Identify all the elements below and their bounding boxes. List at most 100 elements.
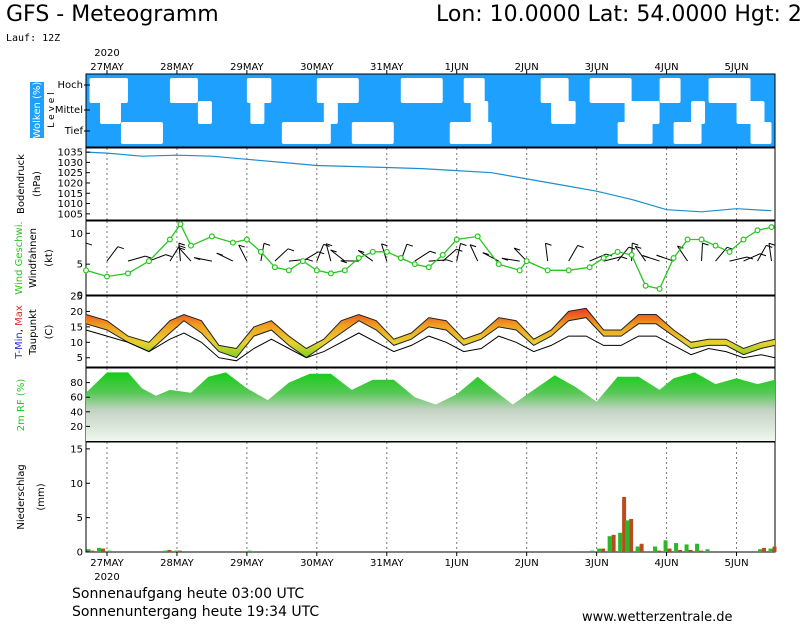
wind-speed-point [177, 221, 184, 228]
y-tick-label: 0 [77, 291, 83, 302]
date-label-top: 31MAY [370, 62, 404, 73]
wind-barb-flag [85, 242, 93, 246]
cloud-gap-mittel [250, 101, 265, 124]
y-tick-label: 1035 [58, 148, 83, 159]
y-tick-label: 1020 [58, 178, 83, 189]
y-tick-label: 0 [77, 548, 83, 559]
y-tick-label: 5 [77, 513, 83, 524]
precip-conv-bar [177, 550, 182, 552]
wind-speed-point [243, 236, 250, 243]
wind-barb-flag [194, 257, 201, 261]
wind-barb-shaft [544, 243, 549, 262]
precip-rain-bar [96, 547, 101, 552]
wind-barb-flag [287, 248, 295, 252]
precip-rain-bar [635, 546, 640, 552]
panel-frame-temperature [85, 295, 776, 368]
wind-speed-point [516, 267, 523, 274]
wind-barb-flag [429, 250, 437, 254]
wind-barb-flag [216, 252, 223, 256]
y-tick-label: 1005 [58, 209, 83, 220]
date-label-top: 3JUN [585, 62, 609, 73]
y-tick-label: 1010 [58, 199, 83, 210]
wind-barb-shaft [442, 248, 457, 262]
wind-speed-point [642, 282, 649, 289]
date-label-top: 29MAY [230, 62, 264, 73]
wind-speed-point [166, 236, 173, 243]
wind-barb-flag [702, 242, 709, 246]
wind-speed-point [544, 267, 551, 274]
cloud-level-label: Tief [64, 126, 84, 137]
date-label-bottom: 30MAY [300, 558, 334, 569]
temp-max-line [85, 307, 776, 350]
wind-barb-shaft [169, 245, 180, 262]
wind-barb-flag [545, 242, 552, 246]
pressure-unit: (hPa) [32, 171, 43, 197]
wind-speed-point [565, 267, 572, 274]
wind-speed-point [523, 258, 530, 265]
wind-barb-flag [768, 242, 776, 246]
wind-barb-shaft [757, 245, 767, 262]
wind-speed-point [285, 267, 292, 274]
wind-barb-shaft [513, 247, 528, 262]
wind-barb-flag [326, 243, 333, 247]
date-label-bottom: 4JUN [655, 558, 679, 569]
wind-speed-point [299, 258, 306, 265]
cloud-gap-hoch [246, 78, 272, 103]
wind-barb-shaft [469, 244, 479, 262]
cloud-gap-mittel [197, 101, 212, 124]
y-tick-label: 1030 [58, 158, 83, 169]
wind-unit: (kt) [44, 249, 55, 267]
date-label-bottom: 28MAY [160, 558, 194, 569]
wind-barb-flag [381, 243, 388, 247]
y-tick-label: 15 [70, 444, 83, 455]
wind-barb-flag [482, 252, 489, 256]
wind-speed-point [411, 261, 418, 268]
wind-barb-flag [117, 246, 124, 250]
pressure-axis-title: Bodendruck [16, 154, 27, 214]
cloud-gap-hoch [316, 78, 359, 103]
wind-barb-flag [238, 244, 245, 248]
wind-barb-axis-title: Windfahnen [28, 228, 39, 288]
cloud-axis-title: Wolken (%) [32, 82, 43, 139]
wind-barb-flag [635, 245, 642, 249]
wind-speed-point [103, 273, 110, 280]
wind-barb-flag [577, 245, 584, 248]
sunset-text: Sonnenuntergang heute 19:34 UTC [72, 604, 320, 620]
y-tick-label: 25 [70, 292, 83, 303]
y-tick-label: 60 [70, 393, 83, 404]
wind-barb-flag [330, 249, 337, 253]
precip-conv-bar [601, 548, 606, 552]
wind-speed-point [740, 236, 747, 243]
wind-speed-point [425, 264, 432, 271]
cloud-gap-mittel [99, 101, 121, 124]
location-coordinates: Lon: 10.0000 Lat: 54.0000 Hgt: 2 [436, 2, 800, 27]
precip-conv-bar [772, 546, 777, 552]
date-label-bottom: 3JUN [585, 558, 609, 569]
precip-rain-bar [590, 550, 595, 552]
website-link[interactable]: www.wetterzentrale.de [582, 610, 733, 625]
wind-barb-shaft [106, 246, 119, 262]
precip-rain-bar [674, 543, 679, 552]
precip-rain-bar [663, 540, 668, 552]
precip-conv-bar [657, 550, 662, 552]
wind-speed-point [656, 285, 663, 292]
precip-conv-bar [762, 547, 767, 552]
precip-conv-bar [667, 548, 672, 552]
wind-barb-shaft [238, 244, 248, 262]
temp-axis-title-part: Max [14, 305, 25, 326]
date-label-top: 2JUN [515, 62, 539, 73]
y-tick-label: 10 [70, 338, 83, 349]
wind-speed-line [85, 222, 772, 290]
year-label-top: 2020 [94, 48, 119, 59]
panel-frame-clouds [85, 73, 776, 148]
wind-barb-flag [263, 242, 271, 246]
wind-speed-point [586, 264, 593, 271]
precip-conv-bar [100, 548, 105, 552]
wind-speed-point [768, 224, 775, 231]
cloud-gap-tief [449, 122, 492, 144]
wind-barb-shaft [178, 243, 181, 262]
wind-speed-point [124, 270, 131, 277]
wind-barb-shaft [357, 250, 374, 262]
y-tick-label: 1025 [58, 168, 83, 179]
precip-rain-bar [163, 550, 168, 552]
